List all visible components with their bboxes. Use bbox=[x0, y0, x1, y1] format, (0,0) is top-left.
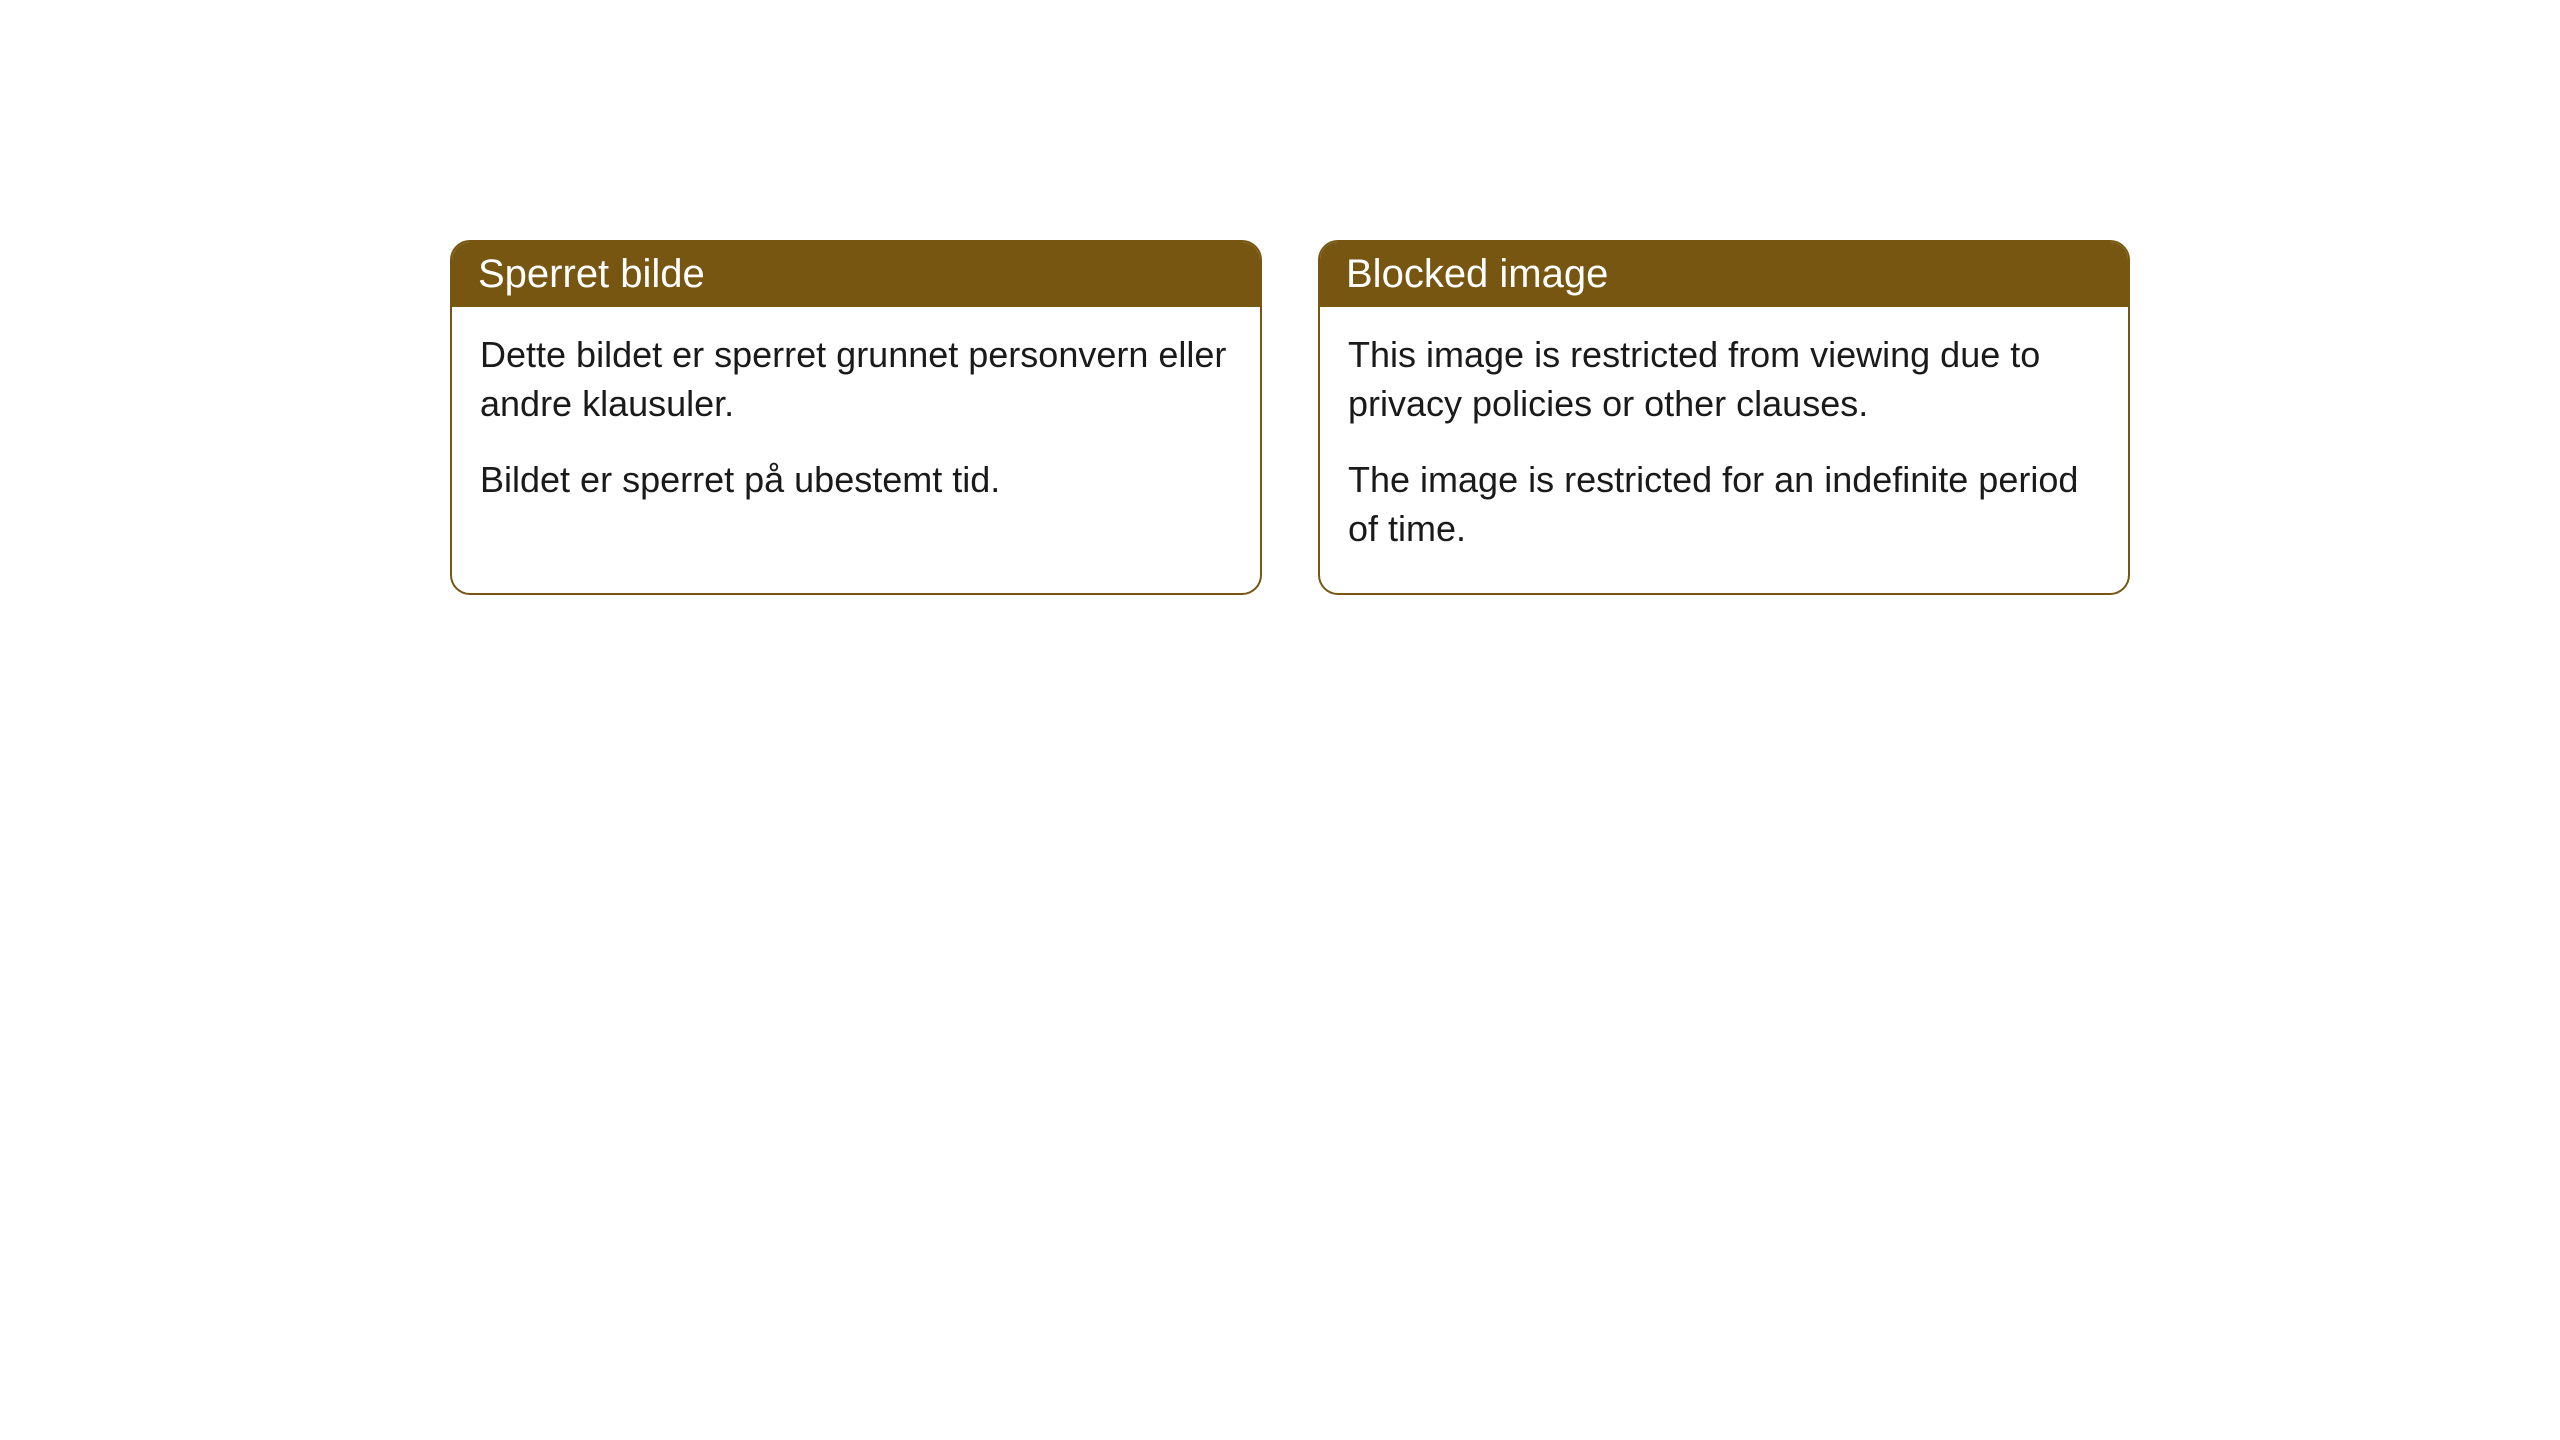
card-header: Sperret bilde bbox=[452, 242, 1260, 307]
notice-card-norwegian: Sperret bilde Dette bildet er sperret gr… bbox=[450, 240, 1262, 595]
card-title: Blocked image bbox=[1346, 252, 1608, 296]
card-body: Dette bildet er sperret grunnet personve… bbox=[452, 307, 1260, 545]
notice-card-english: Blocked image This image is restricted f… bbox=[1318, 240, 2130, 595]
card-header: Blocked image bbox=[1320, 242, 2128, 307]
card-paragraph: The image is restricted for an indefinit… bbox=[1348, 456, 2100, 553]
card-body: This image is restricted from viewing du… bbox=[1320, 307, 2128, 593]
notice-cards-container: Sperret bilde Dette bildet er sperret gr… bbox=[450, 240, 2130, 595]
card-title: Sperret bilde bbox=[478, 252, 705, 296]
card-paragraph: Bildet er sperret på ubestemt tid. bbox=[480, 456, 1232, 505]
card-paragraph: Dette bildet er sperret grunnet personve… bbox=[480, 331, 1232, 428]
card-paragraph: This image is restricted from viewing du… bbox=[1348, 331, 2100, 428]
